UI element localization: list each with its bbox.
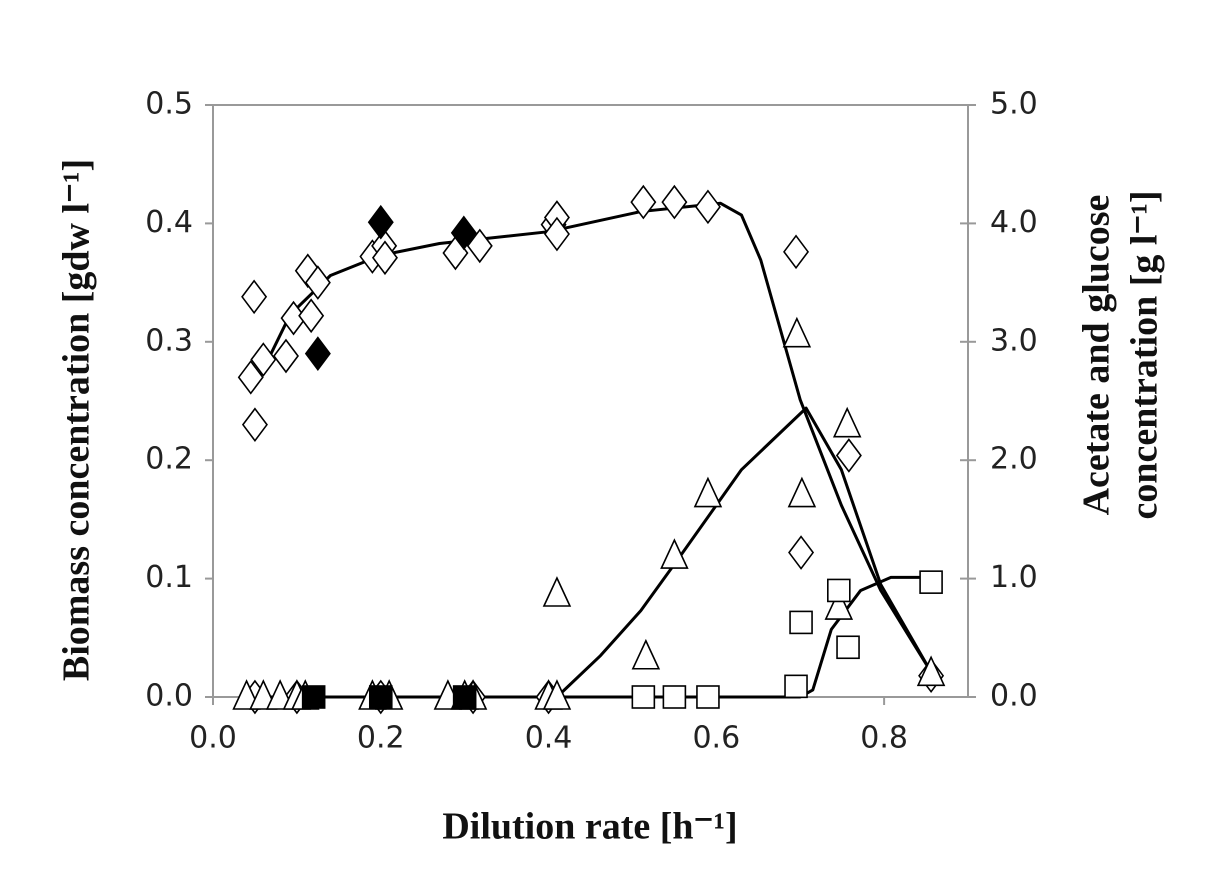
y-tick-label: 0.5 <box>145 87 193 122</box>
diamond-marker <box>304 265 331 300</box>
y2-tick-label: 2.0 <box>990 442 1038 477</box>
y2-tick-label: 1.0 <box>990 560 1038 595</box>
diamond-marker <box>241 279 268 315</box>
diamond-marker <box>272 338 299 374</box>
square-marker <box>919 570 943 594</box>
diamond-marker <box>250 342 277 377</box>
diamond-marker <box>466 228 493 264</box>
y-tick-label: 0.0 <box>145 679 193 714</box>
diamond-marker <box>694 189 721 225</box>
y-tick-label: 0.2 <box>145 442 193 477</box>
diamond-marker <box>304 336 331 371</box>
triangle-marker <box>824 589 854 620</box>
y-tick-label: 0.1 <box>145 560 193 595</box>
triangle-marker <box>660 538 689 569</box>
fit-line <box>555 406 933 699</box>
y-axis-title: Biomass concentration [gdw l⁻¹] <box>56 159 98 681</box>
triangle-marker <box>631 638 661 670</box>
square-marker <box>784 674 808 699</box>
diamond-marker <box>241 407 268 443</box>
triangle-marker <box>916 655 946 687</box>
square-marker <box>827 578 851 603</box>
diamond-marker <box>371 240 398 276</box>
triangle-marker <box>832 406 862 438</box>
diamond-marker <box>367 204 394 240</box>
y-tick-label: 0.3 <box>145 323 193 358</box>
diamond-marker <box>543 216 570 252</box>
plot-frame <box>212 104 969 698</box>
triangle-marker <box>542 576 572 607</box>
y2-tick-label: 4.0 <box>990 205 1038 240</box>
triangle-marker <box>787 476 817 508</box>
triangle-marker <box>693 476 723 508</box>
diamond-marker <box>661 184 688 220</box>
triangle-marker <box>542 679 572 710</box>
square-marker <box>301 685 326 709</box>
diamond-marker <box>630 184 657 220</box>
triangle-marker <box>782 316 812 348</box>
diamond-marker <box>450 215 477 251</box>
x-axis-title: Dilution rate [h⁻¹] <box>442 806 737 848</box>
square-marker <box>452 685 477 709</box>
square-marker <box>696 685 720 709</box>
y-tick-label: 0.4 <box>145 205 193 240</box>
x-tick-label: 0.4 <box>525 721 573 756</box>
diamond-marker <box>237 359 264 395</box>
y2-tick-label: 3.0 <box>990 323 1038 358</box>
diamond-marker <box>788 535 815 570</box>
diamond-marker <box>783 234 810 270</box>
x-tick-label: 0.8 <box>860 721 908 756</box>
y2-axis-title: concentration [g l⁻¹] <box>1124 190 1166 519</box>
x-tick-label: 0.2 <box>357 721 405 756</box>
x-tick-label: 0.0 <box>189 721 237 756</box>
y2-tick-label: 0.0 <box>990 679 1038 714</box>
square-marker <box>631 685 656 709</box>
diamond-marker <box>835 438 862 473</box>
square-marker <box>789 610 813 635</box>
x-tick-label: 0.6 <box>692 721 740 756</box>
square-marker <box>836 635 860 660</box>
y2-tick-label: 5.0 <box>990 87 1038 122</box>
square-marker <box>368 685 393 709</box>
diamond-marker <box>298 298 325 334</box>
y2-axis-title: Acetate and glucose <box>1076 195 1118 516</box>
square-marker <box>662 685 687 709</box>
